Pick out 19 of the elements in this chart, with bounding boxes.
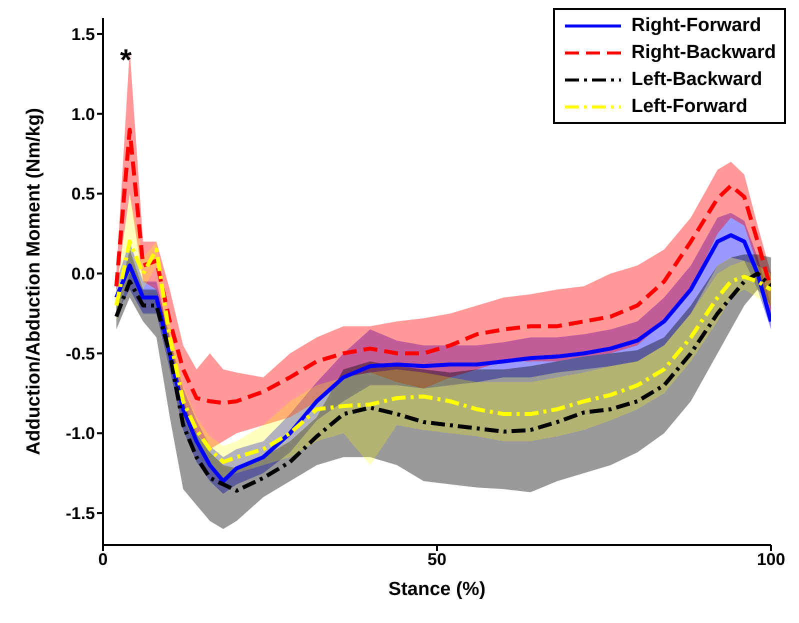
y-tick-label: 1.0 [71,104,95,124]
y-tick-label: -0.5 [66,344,95,364]
y-tick-label: 0.5 [71,184,95,204]
legend-label: Left-Backward [631,68,762,90]
x-tick-label: 50 [428,550,446,570]
legend-label: Right-Forward [631,14,762,36]
x-tick-label: 0 [98,550,108,570]
legend-label: Right-Backward [631,42,776,64]
y-tick-label: -1.5 [66,504,95,524]
line-series [114,272,771,493]
x-axis-title: Stance (%) [388,579,486,600]
y-tick-label: 1.5 [71,25,95,44]
y-tick-label: 0.0 [71,264,95,284]
y-axis-title: Adduction/Abduction Moment (Nm/kg) [24,108,45,456]
annotation: * [120,44,132,77]
legend-label: Left-Forward [631,96,748,118]
x-tick-label: 100 [756,550,786,570]
line-series [114,128,771,405]
y-tick-label: -1.0 [66,424,95,444]
